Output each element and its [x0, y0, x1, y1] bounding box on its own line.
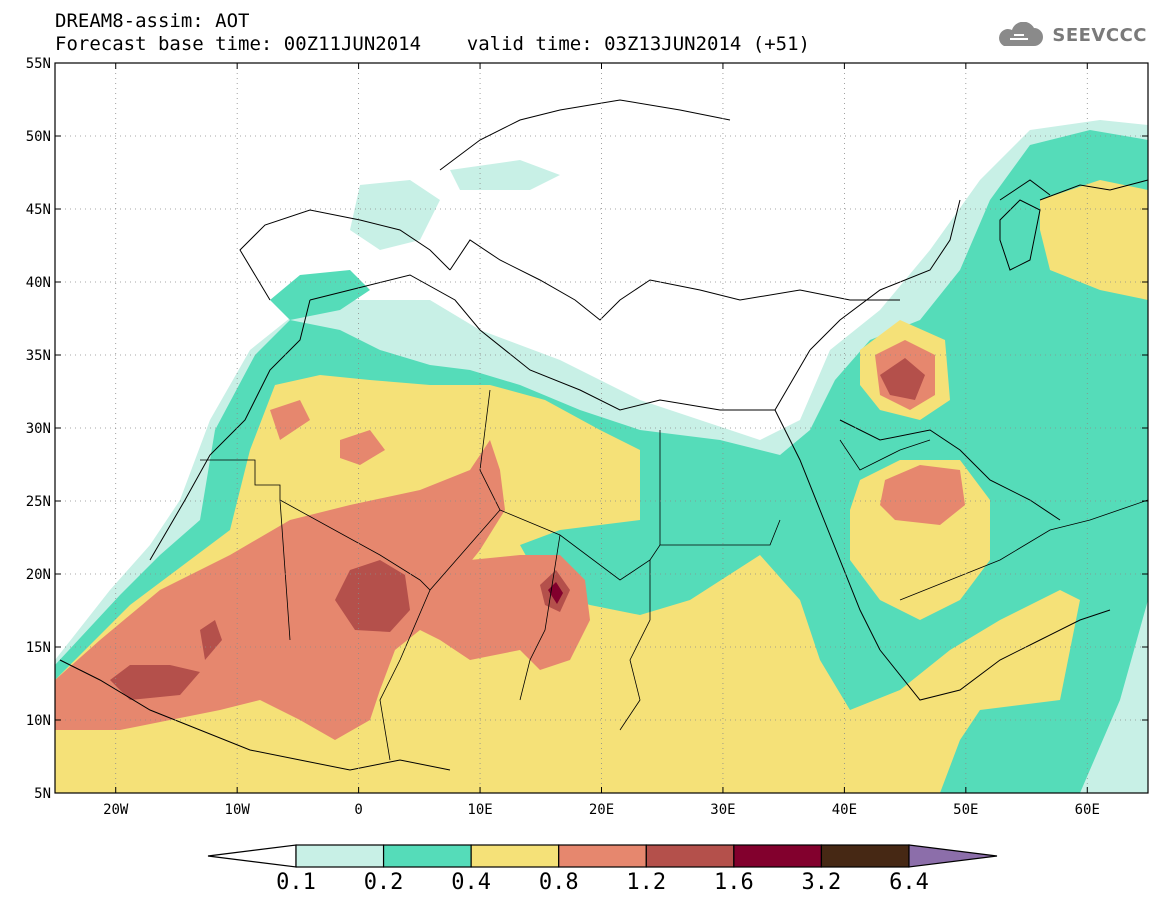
coastlines	[59, 99, 1148, 771]
aot-band-0.1-europe	[450, 160, 560, 190]
aot-band-0.4-caspian	[1040, 180, 1148, 300]
colorbar-label: 1.6	[714, 870, 754, 895]
lat-label: 40N	[26, 275, 51, 291]
lon-label: 60E	[1075, 802, 1100, 818]
aot-band-1.2-mali	[335, 560, 410, 632]
lat-label: 5N	[34, 786, 51, 802]
graticule	[55, 63, 1148, 793]
lat-label: 50N	[26, 129, 51, 145]
aot-band-1.2-senegal	[200, 620, 222, 660]
lon-label: 0	[354, 802, 362, 818]
lon-label: 20E	[589, 802, 614, 818]
colorbar-label: 0.1	[276, 870, 316, 895]
map-subtitle: Forecast base time: 00Z11JUN2014 valid t…	[55, 33, 810, 55]
colorbar-label: 3.2	[802, 870, 842, 895]
colorbar-segment	[382, 844, 472, 868]
lon-label: 10W	[225, 802, 251, 818]
colorbar-label: 1.2	[626, 870, 666, 895]
lat-label: 25N	[26, 494, 51, 510]
lat-label: 35N	[26, 348, 51, 364]
colorbar-label: 0.2	[364, 870, 404, 895]
lat-label: 30N	[26, 421, 51, 437]
aot-band-0.8-morocco	[270, 400, 310, 440]
colorbar-min-arrow	[207, 844, 297, 868]
aot-band-0.1-north	[350, 180, 440, 250]
lon-label: 10E	[467, 802, 492, 818]
logo-text: SEEVCCC	[1052, 24, 1147, 46]
lat-label: 10N	[26, 713, 51, 729]
colorbar-segment	[645, 844, 735, 868]
aot-band-0.8-arabia	[880, 465, 965, 525]
aot-band-1.2-guinea	[110, 665, 200, 700]
colorbar-label: 0.4	[451, 870, 491, 895]
colorbar-segment	[470, 844, 560, 868]
colorbar: 0.1 0.2 0.4 0.8 1.2 1.6 3.2 6.4	[207, 844, 998, 895]
colorbar-segment	[558, 844, 647, 868]
aot-band-1.2-iraq	[880, 358, 925, 400]
lon-label: 30E	[710, 802, 735, 818]
lat-label: 20N	[26, 567, 51, 583]
lat-label: 45N	[26, 202, 51, 218]
map-title: DREAM8-assim: AOT	[55, 10, 250, 32]
aot-field	[55, 99, 1148, 793]
colorbar-max-arrow	[908, 844, 998, 868]
aot-band-0.2-spain	[270, 270, 370, 320]
lon-label: 20W	[103, 802, 129, 818]
cloud-icon	[999, 22, 1044, 46]
colorbar-segment	[295, 844, 385, 868]
lon-label: 50E	[953, 802, 978, 818]
lat-label: 55N	[26, 56, 51, 72]
aot-band-0.8-atlas	[340, 430, 385, 465]
colorbar-segment	[820, 844, 910, 868]
colorbar-label: 6.4	[889, 870, 929, 895]
colorbar-label: 0.8	[539, 870, 579, 895]
latitude-labels: 55N 50N 45N 40N 35N 30N 25N 20N 15N 10N 5N	[26, 56, 1148, 802]
aot-band-0.8	[55, 440, 590, 740]
lon-label: 40E	[832, 802, 857, 818]
country-borders	[200, 389, 1148, 761]
lat-label: 15N	[26, 640, 51, 656]
logo: SEEVCCC	[994, 22, 1147, 48]
colorbar-segment	[733, 844, 823, 868]
longitude-labels: 20W 10W 0 10E 20E 30E 40E 50E 60E	[103, 63, 1100, 818]
